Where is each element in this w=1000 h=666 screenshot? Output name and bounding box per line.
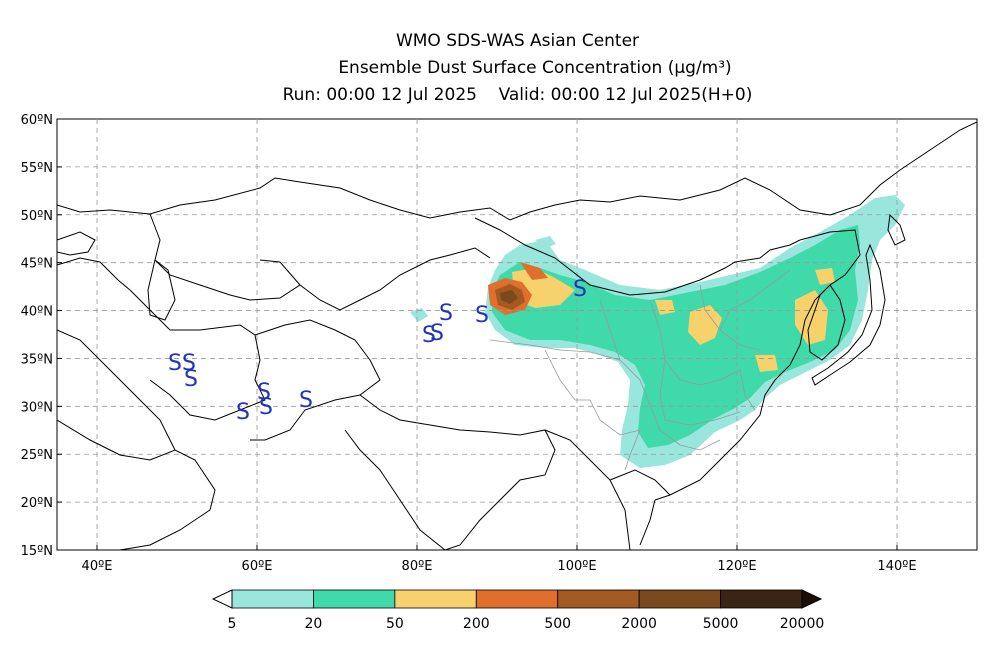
province-line	[624, 429, 641, 471]
border-line	[474, 217, 801, 296]
title-line-3: Run: 00:00 12 Jul 2025 Valid: 00:00 12 J…	[282, 85, 753, 105]
lat-tick-label: 50ºN	[21, 209, 53, 224]
lat-tick-label: 25ºN	[21, 448, 53, 463]
province-line	[659, 359, 741, 426]
colorbar-segment	[394, 589, 477, 609]
colorbar-segment	[313, 589, 396, 609]
province-line	[719, 269, 791, 331]
dust-storm-symbol: S	[257, 380, 271, 405]
province-line	[489, 339, 721, 451]
colorbar-segment	[720, 589, 803, 609]
border-line	[57, 419, 216, 550]
border-line	[250, 319, 381, 441]
dust-storm-symbol: S	[475, 303, 489, 328]
border-line	[57, 121, 977, 221]
lon-tick-label: 120ºE	[717, 559, 756, 574]
border-line	[147, 259, 176, 321]
province-line	[544, 349, 590, 401]
colorbar-segment	[475, 589, 559, 609]
dust-storm-symbol: S	[422, 323, 436, 348]
colorbar-label: 50	[386, 616, 404, 632]
dust-concentration-shading	[410, 195, 905, 468]
dust-contour-20	[492, 225, 860, 448]
border-line	[149, 213, 491, 311]
colorbar-segment	[231, 589, 314, 609]
border-line	[654, 229, 861, 501]
border-line	[807, 284, 846, 361]
dust-contour-2000	[500, 290, 518, 304]
lon-tick-label: 140ºE	[877, 559, 916, 574]
colorbar-segment	[557, 589, 640, 609]
dust-storm-symbol: S	[259, 395, 273, 420]
dust-storm-symbol: S	[430, 321, 444, 346]
axis-ticks: 15ºN 20ºN 25ºN 30ºN 35ºN 40ºN 45ºN 50ºN 55ºN 60ºN…	[21, 113, 917, 574]
colorbar: 5 20 50 200 500 2000 5000 20000	[211, 589, 825, 632]
lat-tick-label: 40ºN	[21, 305, 53, 320]
border-line	[129, 289, 266, 421]
colorbar-arrow-high	[801, 589, 823, 609]
lat-tick-label: 15ºN	[21, 544, 53, 559]
dust-storm-symbol: S	[439, 301, 453, 326]
border-line	[57, 257, 131, 291]
dust-contour-50	[655, 300, 675, 315]
border-line	[639, 499, 656, 546]
dust-contour-50	[755, 355, 778, 372]
dust-contour-50	[688, 305, 722, 345]
dust-contour-200	[520, 262, 548, 280]
colorbar-arrow-low	[211, 589, 233, 609]
dust-contour-5	[535, 236, 556, 248]
border-line	[344, 394, 556, 550]
colorbar-label: 2000	[621, 616, 657, 632]
colorbar-label: 500	[544, 616, 571, 632]
lon-tick-label: 60ºE	[242, 559, 273, 574]
colorbar-label: 20	[305, 616, 323, 632]
province-boundaries	[489, 269, 791, 471]
dust-storm-symbol: S	[299, 388, 313, 413]
dust-storm-symbol: S	[236, 400, 250, 425]
lat-tick-label: 35ºN	[21, 352, 53, 367]
dust-storm-symbol: S	[168, 351, 182, 376]
title-line-1: WMO SDS-WAS Asian Center	[395, 31, 640, 51]
border-line	[811, 243, 886, 386]
province-line	[739, 369, 756, 411]
lat-tick-label: 45ºN	[21, 257, 53, 272]
map-title: WMO SDS-WAS Asian Center Ensemble Dust S…	[0, 28, 1000, 109]
lon-tick-label: 100ºE	[557, 559, 596, 574]
border-line	[887, 213, 906, 246]
dust-storm-symbol: S	[573, 277, 587, 302]
border-line	[57, 329, 176, 451]
graticule	[57, 119, 977, 550]
dust-contour-50	[815, 268, 835, 285]
dust-storm-symbol: S	[182, 351, 196, 376]
colorbar-label: 5	[228, 616, 237, 632]
colorbar-label: 20000	[780, 616, 825, 632]
province-line	[649, 299, 741, 386]
dust-storm-symbol: S	[184, 367, 198, 392]
lat-tick-label: 60ºN	[21, 113, 53, 128]
province-line	[589, 399, 641, 436]
border-line	[544, 429, 631, 550]
colorbar-segment	[638, 589, 721, 609]
dust-contour-5	[410, 308, 428, 322]
lon-tick-label: 80ºE	[402, 559, 433, 574]
border-line	[609, 469, 671, 496]
border-line	[259, 259, 301, 286]
province-line	[599, 299, 621, 361]
lat-tick-label: 55ºN	[21, 161, 53, 176]
map-frame	[56, 118, 978, 551]
lat-tick-label: 20ºN	[21, 496, 53, 511]
country-boundaries	[57, 121, 977, 550]
lon-tick-label: 40ºE	[82, 559, 113, 574]
colorbar-label: 5000	[703, 616, 739, 632]
title-line-2: Ensemble Dust Surface Concentration (μg/…	[338, 58, 732, 78]
colorbar-label: 200	[463, 616, 490, 632]
lat-tick-label: 30ºN	[21, 400, 53, 415]
border-line	[57, 231, 96, 256]
